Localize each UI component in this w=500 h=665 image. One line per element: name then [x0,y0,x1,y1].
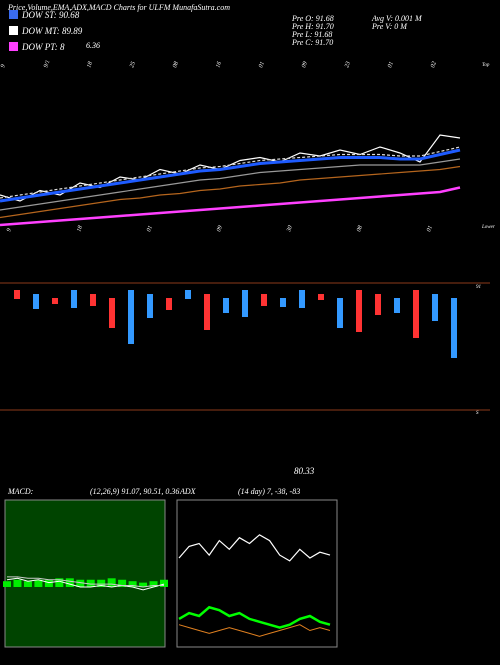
axis-note: 91 [476,285,481,290]
title: Price,Volume,EMA,ADX,MACD Charts for ULF… [7,3,230,12]
macd-hist [118,579,127,587]
volume-bar [52,298,58,304]
volume-bar [185,290,191,299]
line [178,624,331,637]
axis-note: Top [482,63,490,68]
legend-swatch [9,42,18,51]
volume-bar [413,290,419,338]
volume-bar [261,294,267,306]
line [7,576,164,588]
date-label: 16 [215,61,223,69]
date-label: 09 [301,61,309,69]
legend-label: DOW PT: 8 [21,42,65,52]
volume-bar [375,294,381,315]
macd-hist [128,581,137,587]
macd-hist [76,579,85,587]
line [0,146,461,199]
info-text: Pre H: 91.70 [291,22,334,31]
date-label: 18 [86,61,94,69]
date-label: 23 [344,61,352,69]
adx-params: (14 day) 7, -38, -83 [238,487,300,496]
legend-swatch [9,26,18,35]
volume-bar [128,290,134,344]
volume-bar [90,294,96,306]
axis-note: Lower [481,225,495,230]
date-label: 02 [430,61,438,69]
macd-hist [23,581,32,587]
macd-params: (12,26,9) 91.07, 90.51, 0.36 [90,487,179,496]
line [178,534,331,562]
date-label: 25 [129,61,137,69]
line [0,158,461,211]
info-text: Pre L: 91.68 [291,30,332,39]
info-text: Pre V: 0 M [371,22,408,31]
date-label: 08 [172,61,180,69]
line [0,148,461,203]
volume-bar [337,298,343,328]
legend-swatch [9,10,18,19]
date-label: 18 [76,225,84,233]
axis-note: S [476,411,479,416]
macd-hist [97,579,106,587]
date-label: 01 [426,225,434,233]
volume-bar [242,290,248,317]
volume-bar [394,298,400,313]
volume-bar [432,294,438,321]
macd-panel [4,499,166,648]
macd-hist [149,581,158,587]
info-text: Pre O: 91.68 [291,14,334,23]
date-label: 9/1 [43,59,51,68]
macd-hist [44,579,53,587]
macd-hist [107,578,116,587]
volume-bar [147,294,153,318]
info-text: Avg V: 0.001 M [371,14,423,23]
volume-bar [280,298,286,307]
macd-hist [34,579,43,587]
macd-hist [65,578,74,587]
volume-bar [223,298,229,313]
macd-hist [160,579,168,587]
legend-label: DOW MT: 89.89 [21,26,83,36]
line [178,605,331,629]
macd-hist [13,579,22,587]
line [0,186,461,227]
line [0,165,461,219]
legend-extra: 6.36 [86,41,100,50]
macd-hist [86,579,95,587]
adx-label: ADX [179,487,197,496]
volume-bar [451,298,457,358]
line [6,577,165,591]
volume-bar [166,298,172,310]
date-label: 9 [0,64,7,69]
macd-hist [139,582,148,587]
volume-bar [204,294,210,330]
volume-bar [318,294,324,300]
macd-hist [3,581,11,587]
info-text: Pre C: 91.70 [291,38,333,47]
date-label: 9 [6,228,13,233]
volume-bar [33,294,39,309]
volume-bar [109,298,115,328]
volume-bar [356,290,362,332]
date-label: 01 [387,61,395,69]
volume-bar [71,290,77,308]
date-label: 01 [146,225,154,233]
legend-label: DOW ST: 90.68 [21,10,80,20]
date-label: 01 [258,61,266,69]
date-label: 08 [356,225,364,233]
macd-hist [55,578,64,587]
volume-bar [299,290,305,308]
adx-panel [176,499,338,648]
price-label: 80.33 [294,466,315,476]
date-label: 30 [286,225,294,234]
date-label: 09 [216,225,224,233]
macd-label: MACD: [7,487,34,496]
volume-bar [14,290,20,299]
